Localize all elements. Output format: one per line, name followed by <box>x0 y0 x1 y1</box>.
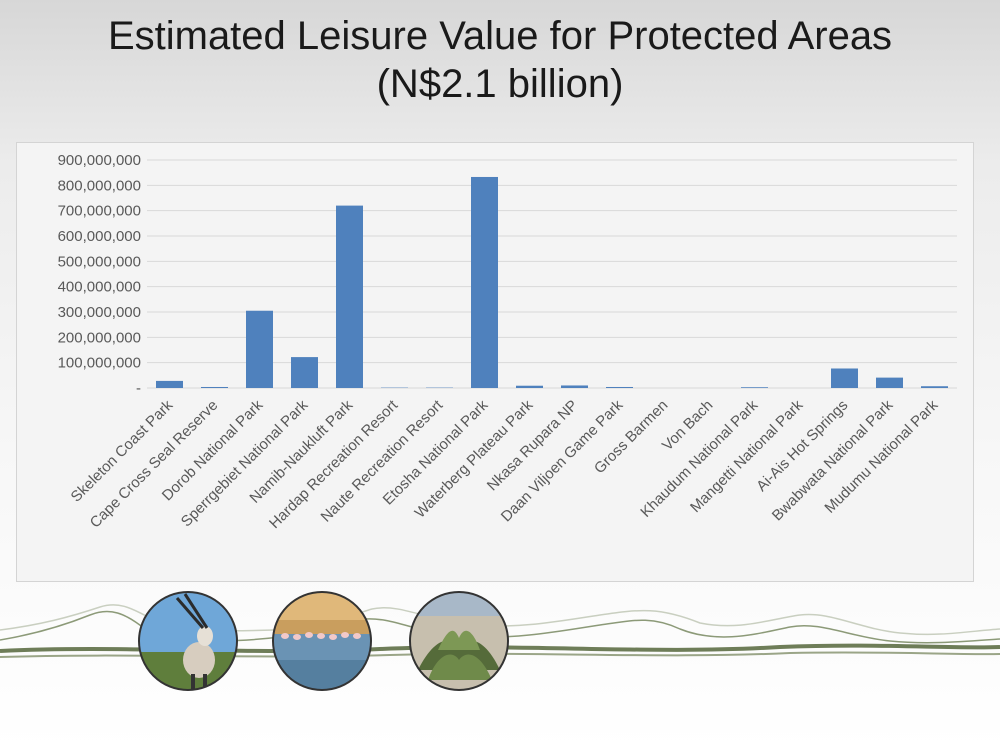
bar <box>561 385 588 388</box>
bar <box>876 377 903 388</box>
y-tick-label: 300,000,000 <box>58 304 141 321</box>
bar <box>246 310 273 388</box>
bar <box>741 387 768 388</box>
y-tick-label: 400,000,000 <box>58 279 141 296</box>
y-tick-label: - <box>136 380 141 397</box>
bar-chart: - 100,000,000 200,000,000 300,000,000 400,00… <box>58 152 957 532</box>
y-tick-label: 700,000,000 <box>58 203 141 220</box>
y-tick-label: 100,000,000 <box>58 355 141 372</box>
bar <box>471 176 498 388</box>
slide-title-line-1: Estimated Leisure Value for Protected Ar… <box>107 14 893 58</box>
bar <box>921 386 948 388</box>
bar <box>336 205 363 388</box>
bar <box>831 368 858 388</box>
slide-title: Estimated Leisure Value for Protected Ar… <box>0 12 1000 108</box>
bar <box>156 380 183 388</box>
bar <box>201 386 228 388</box>
slide-title-line-2: (N$2.1 billion) <box>376 62 624 106</box>
flamingo-photo-icon <box>272 591 372 691</box>
welwitschia-photo-icon <box>409 591 509 691</box>
y-tick-label: 600,000,000 <box>58 228 141 245</box>
y-tick-label: 200,000,000 <box>58 329 141 346</box>
chart-area: - 100,000,000 200,000,000 300,000,000 400,00… <box>16 142 974 582</box>
bar <box>606 386 633 388</box>
y-tick-label: 500,000,000 <box>58 253 141 270</box>
oryx-photo-icon <box>138 591 238 691</box>
y-tick-label: 800,000,000 <box>58 177 141 194</box>
y-tick-label: 900,000,000 <box>58 152 141 169</box>
bar <box>291 357 318 388</box>
bar <box>516 385 543 388</box>
